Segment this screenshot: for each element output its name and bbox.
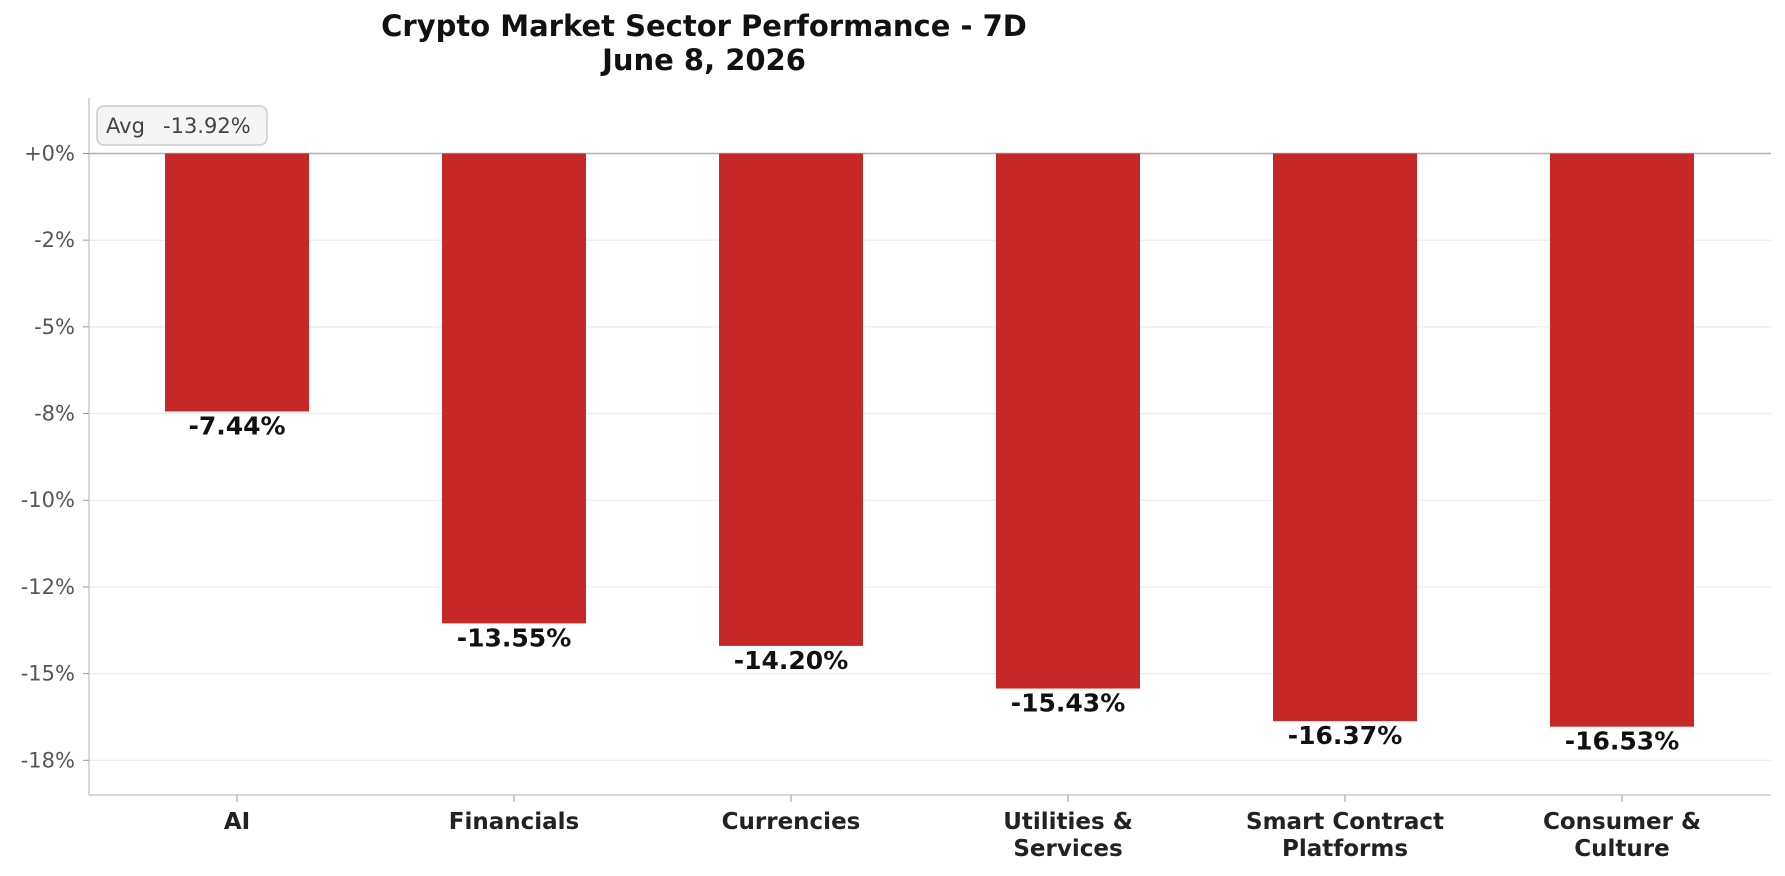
value-label: -16.37% bbox=[1288, 721, 1403, 750]
bar bbox=[996, 153, 1140, 689]
average-label: Avg bbox=[106, 114, 145, 138]
value-label: -13.55% bbox=[457, 623, 572, 652]
axes bbox=[88, 98, 1771, 796]
y-tick-label: -2% bbox=[34, 228, 75, 252]
value-labels: -7.44% -13.55% -14.20% -15.43% -16.37% -16.53… bbox=[188, 411, 1679, 755]
grid-lines bbox=[89, 239, 1771, 761]
x-tick-label: Utilities & bbox=[1003, 809, 1133, 835]
bar bbox=[1273, 153, 1417, 722]
y-tick-label: -5% bbox=[34, 315, 75, 339]
x-tick-label: Smart Contract bbox=[1246, 809, 1444, 835]
bars bbox=[165, 153, 1694, 727]
value-label: -15.43% bbox=[1011, 689, 1126, 718]
y-tick-label: -18% bbox=[21, 748, 75, 772]
x-tick-label: Services bbox=[1013, 836, 1122, 862]
x-tick-label: Platforms bbox=[1282, 836, 1408, 862]
y-tick-label: -12% bbox=[21, 575, 75, 599]
x-tick-label: Culture bbox=[1574, 836, 1669, 862]
x-tick-label: Financials bbox=[449, 809, 579, 835]
x-tick-label: Consumer & bbox=[1543, 809, 1701, 835]
value-label: -16.53% bbox=[1565, 727, 1680, 756]
chart-title: Crypto Market Sector Performance - 7D bbox=[381, 9, 1027, 43]
y-tick-label: -15% bbox=[21, 662, 75, 686]
value-label: -7.44% bbox=[188, 411, 285, 440]
y-tick-label: -8% bbox=[34, 402, 75, 426]
x-tick-label: AI bbox=[224, 809, 250, 835]
x-axis-ticks: AI Financials Currencies Utilities &Service… bbox=[224, 795, 1701, 862]
y-tick-label: +0% bbox=[24, 141, 75, 165]
bar bbox=[719, 153, 863, 646]
chart-subtitle: June 8, 2026 bbox=[600, 43, 806, 77]
y-tick-label: -10% bbox=[21, 488, 75, 512]
value-label: -14.20% bbox=[734, 646, 849, 675]
y-axis-ticks: +0% -2% -5% -8% -10% -12% -15% -18% bbox=[21, 141, 89, 772]
average-box bbox=[96, 105, 268, 146]
average-annotation: Avg -13.92% bbox=[96, 105, 268, 146]
bar bbox=[165, 153, 309, 412]
average-value: -13.92% bbox=[163, 114, 251, 138]
x-tick-label: Currencies bbox=[722, 809, 861, 835]
bar bbox=[442, 153, 586, 624]
bar bbox=[1550, 153, 1694, 727]
